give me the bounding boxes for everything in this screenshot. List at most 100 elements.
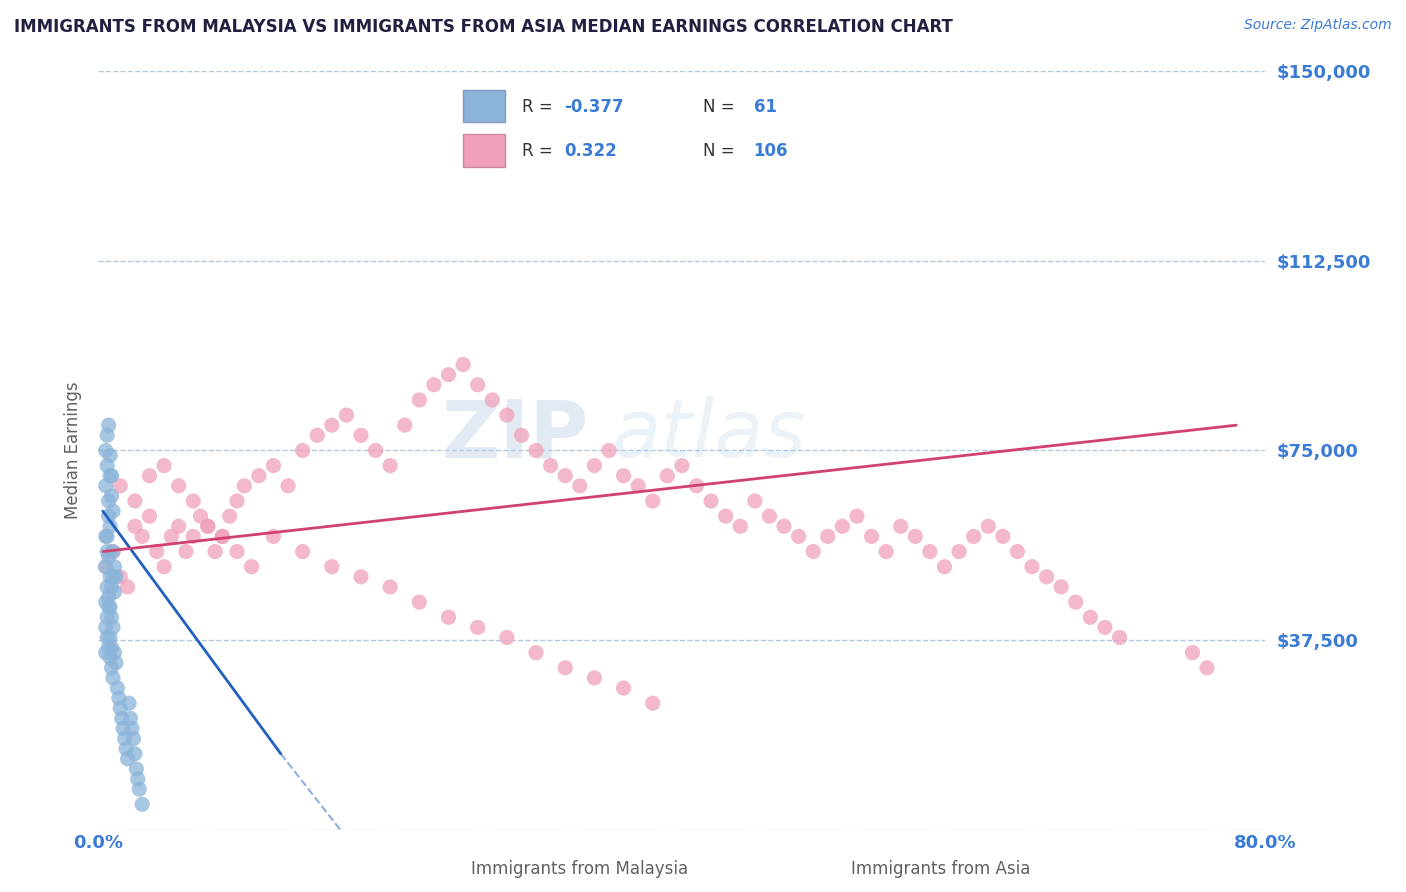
Point bbox=[125, 762, 148, 776]
Point bbox=[100, 661, 122, 675]
Text: R =: R = bbox=[522, 98, 558, 116]
Point bbox=[524, 646, 547, 660]
Point bbox=[101, 504, 124, 518]
Point bbox=[1064, 595, 1087, 609]
Point bbox=[101, 544, 124, 558]
Point bbox=[226, 494, 249, 508]
Text: IMMIGRANTS FROM MALAYSIA VS IMMIGRANTS FROM ASIA MEDIAN EARNINGS CORRELATION CHA: IMMIGRANTS FROM MALAYSIA VS IMMIGRANTS F… bbox=[14, 18, 953, 36]
Point bbox=[350, 570, 373, 584]
Point bbox=[831, 519, 853, 533]
Text: 61: 61 bbox=[754, 98, 776, 116]
Point bbox=[204, 544, 226, 558]
Point bbox=[117, 752, 139, 766]
Point bbox=[1094, 620, 1116, 634]
Point bbox=[103, 559, 125, 574]
Point bbox=[568, 479, 591, 493]
Point bbox=[110, 479, 132, 493]
Point bbox=[101, 544, 124, 558]
Point bbox=[103, 646, 125, 660]
FancyBboxPatch shape bbox=[463, 134, 505, 167]
Point bbox=[94, 479, 117, 493]
Point bbox=[1050, 580, 1073, 594]
Point bbox=[160, 529, 183, 543]
Point bbox=[496, 408, 519, 422]
Point bbox=[127, 772, 149, 786]
Point bbox=[962, 529, 984, 543]
Point bbox=[153, 458, 176, 473]
Point bbox=[97, 549, 120, 564]
Point bbox=[96, 631, 118, 645]
Point bbox=[380, 458, 402, 473]
Point bbox=[408, 595, 430, 609]
Text: -0.377: -0.377 bbox=[564, 98, 623, 116]
Point bbox=[671, 458, 693, 473]
Point bbox=[1021, 559, 1043, 574]
Point bbox=[890, 519, 912, 533]
Point bbox=[110, 570, 132, 584]
Point bbox=[641, 696, 664, 710]
Point bbox=[583, 671, 606, 685]
Point bbox=[685, 479, 707, 493]
Point bbox=[467, 377, 489, 392]
Text: N =: N = bbox=[703, 98, 740, 116]
Point bbox=[730, 519, 752, 533]
Point bbox=[1035, 570, 1057, 584]
Point bbox=[97, 640, 120, 655]
Point bbox=[98, 519, 121, 533]
Point bbox=[108, 691, 131, 706]
Point bbox=[96, 428, 118, 442]
Y-axis label: Median Earnings: Median Earnings bbox=[65, 382, 83, 519]
Point bbox=[117, 580, 139, 594]
Point bbox=[167, 479, 190, 493]
Point bbox=[98, 600, 121, 615]
Point bbox=[94, 595, 117, 609]
Point bbox=[101, 570, 124, 584]
Point bbox=[233, 479, 256, 493]
Point bbox=[1108, 631, 1130, 645]
Point bbox=[94, 620, 117, 634]
Point bbox=[598, 443, 620, 458]
Point bbox=[583, 458, 606, 473]
Point bbox=[321, 559, 343, 574]
Point bbox=[496, 631, 519, 645]
Point bbox=[120, 711, 142, 725]
Point bbox=[801, 544, 824, 558]
Point bbox=[700, 494, 723, 508]
Point bbox=[138, 509, 160, 524]
Point bbox=[167, 519, 190, 533]
Point bbox=[146, 544, 169, 558]
Point bbox=[114, 731, 136, 746]
Point bbox=[98, 570, 121, 584]
Point bbox=[744, 494, 766, 508]
Point bbox=[101, 620, 124, 634]
Point bbox=[934, 559, 956, 574]
Point bbox=[291, 443, 314, 458]
Point bbox=[98, 631, 121, 645]
Point bbox=[277, 479, 299, 493]
Point bbox=[94, 646, 117, 660]
Point bbox=[554, 661, 576, 675]
Point bbox=[96, 610, 118, 624]
Point bbox=[174, 544, 197, 558]
Point bbox=[451, 358, 474, 372]
Point bbox=[218, 509, 240, 524]
Point bbox=[94, 559, 117, 574]
Point bbox=[197, 519, 219, 533]
Point bbox=[510, 428, 533, 442]
Point bbox=[100, 610, 122, 624]
Point bbox=[96, 529, 118, 543]
Point bbox=[240, 559, 263, 574]
Point bbox=[100, 468, 122, 483]
Point bbox=[657, 468, 679, 483]
Point bbox=[321, 418, 343, 433]
Point bbox=[291, 544, 314, 558]
Point bbox=[197, 519, 219, 533]
Point bbox=[98, 468, 121, 483]
Point bbox=[97, 509, 120, 524]
Point bbox=[211, 529, 233, 543]
Point bbox=[817, 529, 839, 543]
Point bbox=[904, 529, 927, 543]
Point bbox=[128, 782, 150, 797]
Point bbox=[262, 529, 284, 543]
Point bbox=[98, 650, 121, 665]
